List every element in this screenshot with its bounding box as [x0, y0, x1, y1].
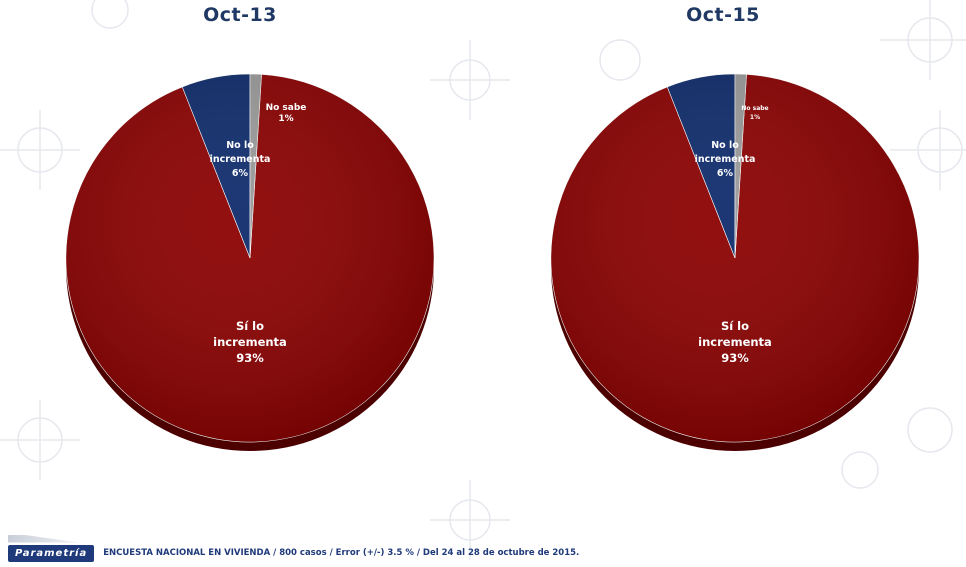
- footer: Parametría ENCUESTA NACIONAL EN VIVIENDA…: [8, 543, 579, 563]
- slice-label-oct-15-1: No lo incrementa 6%: [695, 140, 756, 179]
- slice-label-oct-15-0: Sí lo incrementa 93%: [698, 319, 772, 365]
- chart-title-oct-15: Oct-15: [686, 4, 760, 26]
- slice-label-oct-15-2: No sabe 1%: [741, 105, 768, 121]
- slice-label-oct-13-2: No sabe 1%: [266, 103, 307, 124]
- slice-label-oct-13-0: Sí lo incrementa 93%: [213, 319, 287, 365]
- parametria-logo: Parametría: [8, 544, 95, 562]
- survey-note: ENCUESTA NACIONAL EN VIVIENDA / 800 caso…: [103, 548, 580, 558]
- chart-title-oct-13: Oct-13: [203, 4, 277, 26]
- slice-label-oct-13-1: No lo incrementa 6%: [210, 140, 271, 179]
